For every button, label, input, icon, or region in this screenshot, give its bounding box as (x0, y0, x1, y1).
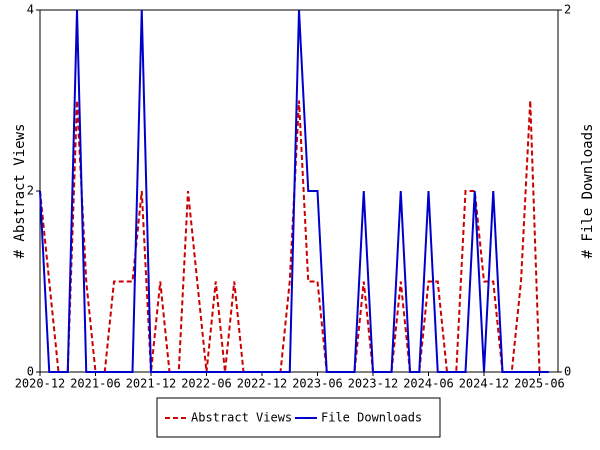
y2-tick-label: 0 (564, 365, 571, 379)
x-tick-label: 2020-12 (15, 377, 66, 391)
y-axis-title: # Abstract Views (12, 124, 28, 259)
legend-label: Abstract Views (191, 411, 292, 425)
x-tick-label: 2024-12 (459, 377, 510, 391)
y2-tick-label: 2 (564, 3, 571, 17)
x-tick-label: 2023-06 (292, 377, 343, 391)
x-tick-label: 2025-06 (514, 377, 565, 391)
legend (156, 397, 441, 438)
x-tick-label: 2021-06 (70, 377, 121, 391)
x-tick-label: 2022-06 (181, 377, 232, 391)
x-tick-label: 2021-12 (126, 377, 177, 391)
y2-axis-title: # File Downloads (580, 124, 596, 259)
x-tick-label: 2024-06 (403, 377, 454, 391)
x-tick-label: 2023-12 (348, 377, 399, 391)
y-tick-label: 2 (27, 184, 34, 198)
y-tick-label: 4 (27, 3, 34, 17)
x-tick-label: 2022-12 (237, 377, 288, 391)
series-line (39, 9, 549, 373)
y-tick-label: 0 (27, 365, 34, 379)
legend-label: File Downloads (321, 411, 422, 425)
